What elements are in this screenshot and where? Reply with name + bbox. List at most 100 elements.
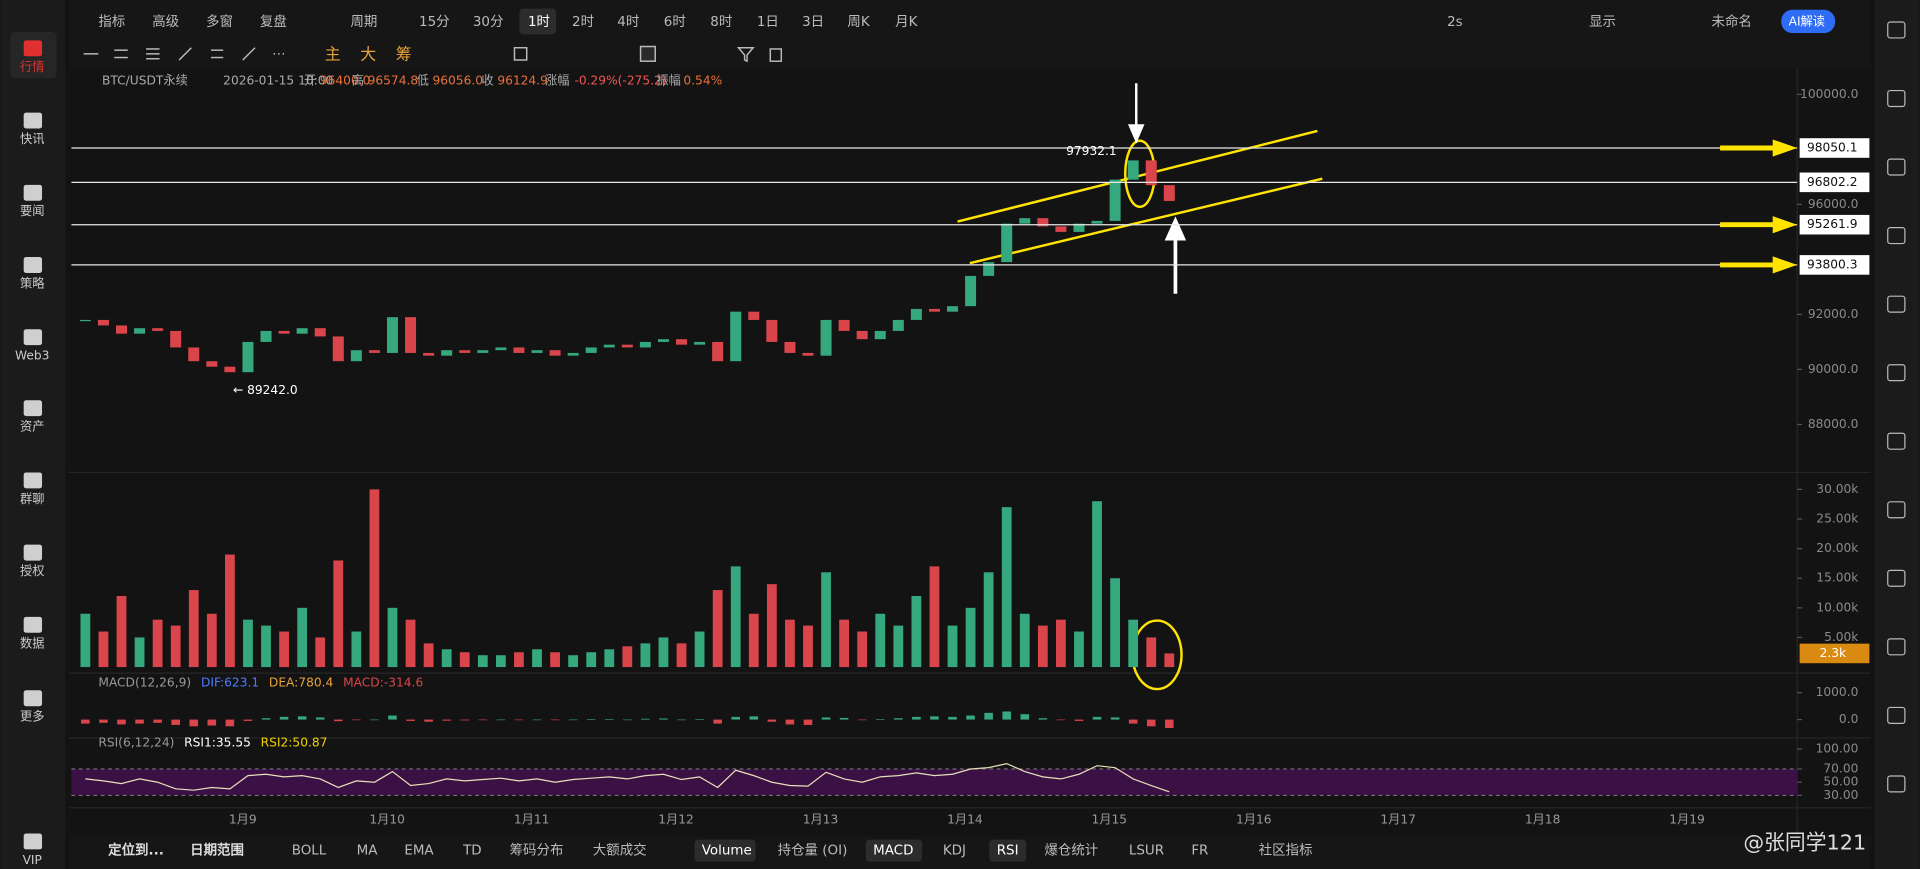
toolbar-item[interactable]: 6时 bbox=[664, 14, 686, 30]
more-tools[interactable]: ⋯ bbox=[272, 47, 285, 62]
macd-bar bbox=[586, 719, 596, 720]
toolbar-item[interactable]: 高级 bbox=[152, 13, 179, 30]
main-button[interactable]: 筹 bbox=[396, 45, 412, 64]
bottom-toolbar-item[interactable]: 爆仓统计 bbox=[1044, 843, 1098, 859]
bottom-toolbar-item[interactable]: KDJ bbox=[943, 844, 966, 859]
volume-bar bbox=[495, 655, 506, 668]
toolbar-item[interactable]: 复盘 bbox=[260, 13, 287, 30]
nav-label[interactable]: 资产 bbox=[20, 420, 44, 434]
right-icon[interactable] bbox=[1887, 638, 1906, 656]
bottom-toolbar-item[interactable]: 定位到... bbox=[108, 842, 164, 859]
volume-bar bbox=[423, 643, 434, 668]
right-icon[interactable] bbox=[1887, 432, 1906, 450]
nav-label[interactable]: 授权 bbox=[20, 564, 44, 578]
candle-body bbox=[260, 330, 272, 342]
y-tick-label: 70.00 bbox=[1823, 761, 1858, 775]
right-icon[interactable] bbox=[1887, 364, 1906, 382]
bottom-toolbar-item[interactable]: 社区指标 bbox=[1259, 843, 1313, 859]
candle-body bbox=[170, 330, 182, 348]
main-button[interactable]: 主 bbox=[325, 45, 341, 64]
macd-bar bbox=[604, 719, 614, 720]
volume-bar bbox=[261, 625, 271, 668]
toolbar-item[interactable]: 30分 bbox=[473, 14, 504, 30]
bottom-toolbar bbox=[68, 835, 1871, 869]
candle-body bbox=[224, 366, 236, 373]
volume-bar bbox=[622, 646, 633, 668]
bottom-toolbar-item[interactable]: RSI bbox=[997, 844, 1019, 859]
toolbar-right-item[interactable]: 2s bbox=[1447, 15, 1463, 30]
right-icon[interactable] bbox=[1887, 295, 1906, 313]
toolbar-item[interactable]: 指标 bbox=[98, 14, 125, 30]
candle-body bbox=[1001, 223, 1013, 263]
volume-bar bbox=[369, 489, 380, 668]
macd-bar bbox=[568, 719, 578, 721]
macd-bar bbox=[297, 716, 307, 720]
candle-body bbox=[1109, 179, 1121, 221]
candle-body bbox=[368, 350, 380, 353]
candle-body bbox=[1037, 218, 1049, 227]
main-button[interactable]: 大 bbox=[360, 45, 376, 64]
bottom-toolbar-item[interactable]: EMA bbox=[404, 844, 434, 859]
toolbar-item[interactable]: 1时 bbox=[528, 14, 550, 30]
right-icon[interactable] bbox=[1887, 21, 1906, 39]
bottom-toolbar-item[interactable]: LSUR bbox=[1129, 844, 1164, 859]
nav-label[interactable]: 更多 bbox=[20, 710, 44, 724]
info-label: 收 bbox=[481, 73, 493, 87]
y-tick-label: 96000.0 bbox=[1808, 197, 1859, 211]
right-icon[interactable] bbox=[1887, 158, 1906, 176]
toolbar-item[interactable]: 4时 bbox=[617, 14, 639, 30]
bottom-toolbar-item[interactable]: FR bbox=[1191, 844, 1208, 859]
macd-bar bbox=[243, 719, 253, 721]
bottom-toolbar-item[interactable]: MACD bbox=[873, 844, 913, 859]
bottom-toolbar-item[interactable]: 筹码分布 bbox=[510, 842, 564, 859]
toolbar-right-item[interactable]: AI解读 bbox=[1789, 15, 1825, 29]
candle-body bbox=[694, 341, 706, 345]
right-icon[interactable] bbox=[1887, 227, 1906, 245]
bottom-toolbar-item[interactable]: 大额成交 bbox=[593, 842, 647, 859]
candle-body bbox=[97, 319, 109, 326]
nav-label[interactable]: VIP bbox=[23, 853, 42, 867]
macd-bar bbox=[550, 719, 560, 721]
toolbar-item[interactable]: 多窗 bbox=[206, 13, 233, 30]
right-icon[interactable] bbox=[1887, 89, 1906, 108]
toolbar-item[interactable]: 周K bbox=[847, 15, 870, 30]
bottom-toolbar-item[interactable]: BOLL bbox=[292, 844, 327, 859]
nav-label[interactable]: 快讯 bbox=[20, 132, 44, 146]
toolbar-item[interactable]: 3日 bbox=[802, 15, 824, 30]
volume-bar bbox=[640, 643, 651, 668]
toolbar-right-item[interactable]: 未命名 bbox=[1712, 13, 1752, 30]
drawing-tools bbox=[83, 45, 783, 63]
level-label: 96802.2 bbox=[1807, 175, 1858, 189]
nav-label[interactable]: Web3 bbox=[15, 349, 49, 363]
nav-label[interactable]: 策略 bbox=[20, 275, 45, 290]
volume-bar bbox=[857, 631, 868, 668]
volume-bar bbox=[279, 631, 289, 668]
macd-bar bbox=[677, 719, 686, 721]
volume-bar bbox=[387, 607, 398, 668]
bottom-toolbar-item[interactable]: TD bbox=[462, 844, 482, 859]
date-label: 1月16 bbox=[1236, 813, 1272, 827]
toolbar-item[interactable]: 月K bbox=[895, 15, 918, 30]
toolbar-right-item[interactable]: 显示 bbox=[1589, 15, 1616, 30]
nav-label[interactable]: 要闻 bbox=[20, 204, 44, 218]
bottom-toolbar-item[interactable]: 持仓量 (OI) bbox=[778, 843, 848, 859]
bottom-toolbar-item[interactable]: 日期范围 bbox=[190, 842, 244, 859]
indicator-legend: RSI2:50.87 bbox=[261, 735, 328, 749]
toolbar-item[interactable]: 周期 bbox=[350, 14, 377, 30]
toolbar-item[interactable]: 15分 bbox=[419, 14, 450, 30]
nav-label[interactable]: 数据 bbox=[20, 635, 44, 650]
toolbar-item[interactable]: 8时 bbox=[710, 14, 732, 30]
nav-label[interactable]: 行情 bbox=[20, 60, 44, 74]
volume-bar bbox=[550, 652, 560, 668]
bottom-toolbar-item[interactable]: MA bbox=[357, 844, 379, 859]
right-icon[interactable] bbox=[1887, 706, 1906, 724]
bottom-toolbar-item[interactable]: Volume bbox=[702, 844, 752, 859]
right-icon[interactable] bbox=[1887, 775, 1906, 793]
nav-icon bbox=[23, 472, 43, 489]
nav-label[interactable]: 群聊 bbox=[20, 492, 44, 506]
toolbar-item[interactable]: 1日 bbox=[757, 15, 779, 30]
right-icon[interactable] bbox=[1887, 501, 1906, 519]
right-icon[interactable] bbox=[1887, 569, 1906, 587]
toolbar-item[interactable]: 2时 bbox=[572, 14, 594, 30]
